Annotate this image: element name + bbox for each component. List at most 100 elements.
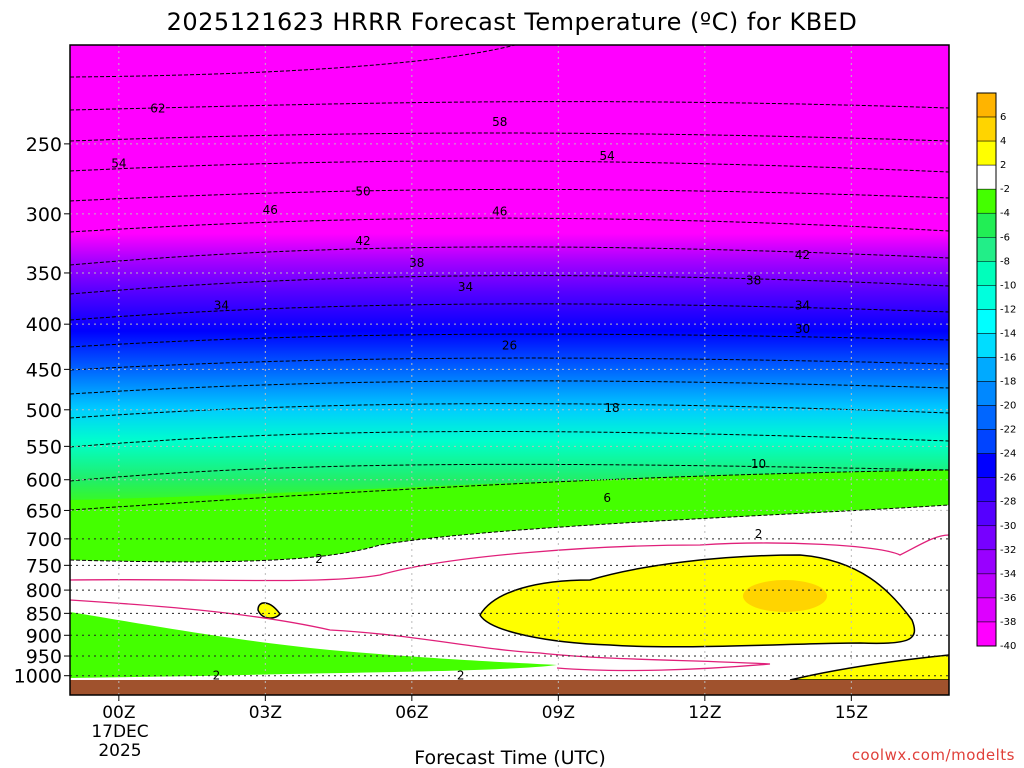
colorbar-swatch [976, 573, 997, 599]
colorbar-swatch [976, 549, 997, 575]
y-tick-label: 550 [26, 436, 62, 458]
x-tick-label: 06Z [395, 703, 428, 723]
colorbar-swatch [976, 237, 997, 262]
isotherm-line [70, 275, 949, 295]
colorbar-label: -26 [1000, 473, 1016, 484]
y-tick-label: 250 [26, 134, 62, 156]
x-axis-label: Forecast Time (UTC) [414, 747, 605, 768]
low-green-layer [70, 612, 557, 678]
isotherm-label: 38 [746, 274, 761, 288]
colorbar-swatch [976, 285, 997, 310]
colorbar-swatch [976, 92, 997, 118]
y-axis: 2503003504004505005506006507007508008509… [14, 134, 70, 688]
isotherm-line [70, 380, 949, 395]
colorbar-swatch [976, 405, 997, 430]
isotherm-line [70, 463, 949, 482]
colorbar-frame [976, 92, 997, 647]
colorbar-swatch [976, 212, 997, 238]
colorbar: 6 4 2 -2 -4 -6 -8 -10 -12 -14 -16 -18 -20 -22 -24 -26 -2… [976, 92, 1016, 652]
isotherm-label: 42 [795, 248, 810, 262]
x-axis: 00Z 03Z 06Z 09Z 12Z 15Z [102, 695, 868, 723]
colorbar-label: -22 [1000, 425, 1016, 436]
isotherm-label: 54 [111, 156, 126, 170]
isotherm-label: 34 [795, 299, 810, 313]
colorbar-label: 2 [1000, 160, 1006, 171]
colorbar-label: -24 [1000, 449, 1016, 460]
isotherm-line [70, 504, 949, 563]
isotherm-line [70, 357, 949, 371]
isotherm-line [70, 101, 949, 111]
y-tick-label: 450 [26, 359, 62, 381]
colorbar-swatch [976, 140, 997, 166]
x-tick-label: 15Z [835, 703, 868, 723]
colorbar-label: -10 [1000, 280, 1016, 291]
freezing-line [70, 534, 949, 582]
x-tick-label: 12Z [688, 703, 721, 723]
isotherm-label: 34 [214, 299, 229, 313]
isotherm-label: 26 [502, 339, 517, 353]
isotherm-label: 2 [755, 527, 763, 541]
colorbar-swatch [976, 597, 997, 623]
colorbar-label: -8 [1000, 256, 1010, 267]
warm-nose-region [479, 554, 916, 648]
y-tick-label: 350 [26, 263, 62, 285]
warm-core-region [743, 580, 827, 612]
y-tick-label: 800 [26, 580, 62, 602]
colorbar-label: -36 [1000, 593, 1016, 604]
colorbar-label: -14 [1000, 328, 1016, 339]
isotherm-label: 6 [603, 491, 611, 505]
x-start-day: 17DEC [91, 722, 148, 742]
y-tick-label: 900 [26, 625, 62, 647]
colorbar-label: -4 [1000, 208, 1010, 219]
x-start-year: 2025 [98, 741, 141, 761]
isotherm-line [70, 469, 949, 511]
isotherm-label: 50 [355, 184, 370, 198]
isotherm-label: 58 [492, 115, 507, 129]
plot-frame [69, 44, 950, 696]
x-tick-label: 00Z [102, 703, 135, 723]
colorbar-swatch [976, 164, 997, 190]
colorbar-label: 6 [1000, 112, 1006, 123]
colorbar-label: -20 [1000, 401, 1016, 412]
colorbar-swatch [976, 309, 997, 334]
isotherm-label: 46 [492, 204, 507, 218]
colorbar-swatch [976, 501, 997, 527]
isotherm-label: 2 [315, 552, 323, 566]
colorbar-swatch [976, 116, 997, 142]
y-tick-label: 500 [26, 400, 62, 422]
isotherm-label: 2 [213, 669, 221, 683]
colorbar-swatch [976, 453, 997, 478]
colorbar-swatch [976, 261, 997, 286]
isotherm-line [70, 188, 949, 202]
isotherm-line [70, 45, 516, 78]
colorbar-label: -34 [1000, 569, 1016, 580]
isotherm-label: 46 [263, 203, 278, 217]
isotherm-label: 54 [600, 149, 615, 163]
y-tick-label: 650 [26, 500, 62, 522]
colorbar-swatch [976, 381, 997, 406]
colorbar-label: -2 [1000, 184, 1010, 195]
isotherm-label: 2 [457, 669, 465, 683]
colorbar-label: -40 [1000, 641, 1016, 652]
colorbar-label: -6 [1000, 232, 1010, 243]
colorbar-label: -38 [1000, 617, 1016, 628]
isotherm-line [70, 403, 949, 419]
colorbar-swatch [976, 357, 997, 382]
isotherm-label: 18 [604, 401, 619, 415]
colorbar-swatch [976, 621, 997, 647]
isotherm-line [70, 217, 949, 233]
isotherm-label: 10 [751, 457, 766, 471]
colorbar-label: -18 [1000, 377, 1016, 388]
colorbar-swatch [976, 188, 997, 214]
y-tick-label: 850 [26, 603, 62, 625]
isotherm-lines [70, 45, 949, 563]
chart-title: 2025121623 HRRR Forecast Temperature (ºC… [167, 8, 858, 36]
y-tick-label: 600 [26, 470, 62, 492]
colorbar-swatch [976, 333, 997, 358]
small-warm-cell [257, 602, 281, 619]
y-tick-label: 750 [26, 555, 62, 577]
isotherm-line [70, 246, 949, 266]
